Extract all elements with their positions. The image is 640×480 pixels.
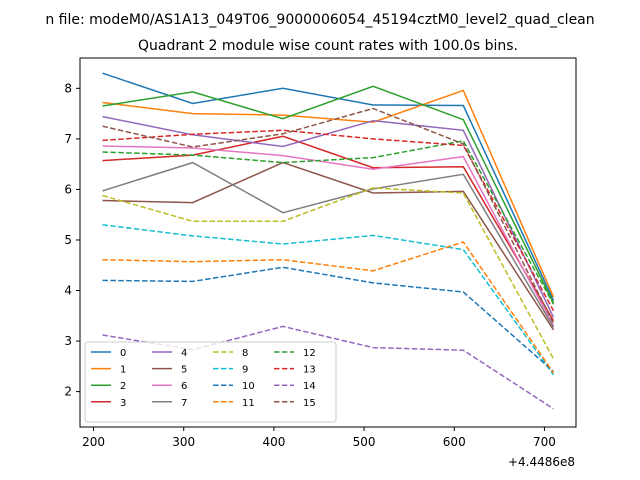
legend-label: 9: [242, 365, 248, 376]
series-line-4: [102, 115, 555, 318]
series-line-15: [102, 107, 555, 324]
series-line-6: [102, 145, 555, 327]
legend-label: 1: [120, 365, 126, 376]
y-tick-label: 4: [64, 284, 72, 298]
legend-label: 13: [303, 365, 316, 376]
legend-label: 3: [120, 398, 126, 409]
y-tick-label: 8: [64, 81, 72, 95]
x-tick-label: 300: [172, 435, 195, 449]
series-line-1: [102, 89, 555, 298]
legend-label: 12: [303, 348, 316, 359]
series-line-11: [102, 241, 555, 374]
series-line-10: [102, 266, 554, 372]
legend-label: 4: [181, 348, 187, 359]
legend-box: [84, 341, 337, 423]
legend-label: 10: [242, 381, 255, 392]
legend-label: 8: [242, 348, 248, 359]
series-line-8: [102, 187, 555, 360]
legend-label: 5: [181, 365, 187, 376]
x-tick-label: 400: [262, 435, 285, 449]
y-tick-label: 3: [64, 334, 72, 348]
y-tick-label: 7: [64, 132, 72, 146]
series-line-9: [102, 224, 555, 376]
series-line-0: [102, 72, 555, 301]
x-axis-offset-label: +4.4486e8: [508, 455, 575, 469]
series-line-2: [102, 85, 555, 304]
x-tick-label: 200: [82, 435, 105, 449]
axes-frame: [79, 57, 577, 428]
legend-label: 2: [120, 381, 126, 392]
series-line-3: [102, 135, 555, 322]
y-tick-label: 5: [64, 233, 72, 247]
x-tick-label: 500: [353, 435, 376, 449]
legend-label: 7: [181, 398, 187, 409]
chart-title: Quadrant 2 module wise count rates with …: [138, 38, 518, 54]
legend-label: 15: [303, 398, 316, 409]
series-line-5: [102, 161, 555, 331]
figure-suptitle: n file: modeM0/AS1A13_049T06_9000006054_…: [45, 12, 594, 28]
x-tick-label: 600: [443, 435, 466, 449]
legend-label: 6: [181, 381, 187, 392]
series-line-12: [102, 140, 555, 305]
y-tick-label: 6: [64, 182, 72, 196]
x-tick-label: 700: [533, 435, 556, 449]
legend-label: 0: [120, 348, 126, 359]
series-line-7: [102, 161, 555, 328]
legend-label: 11: [242, 398, 255, 409]
legend-label: 14: [303, 381, 316, 392]
series-line-13: [102, 129, 555, 312]
y-tick-label: 2: [64, 385, 72, 399]
